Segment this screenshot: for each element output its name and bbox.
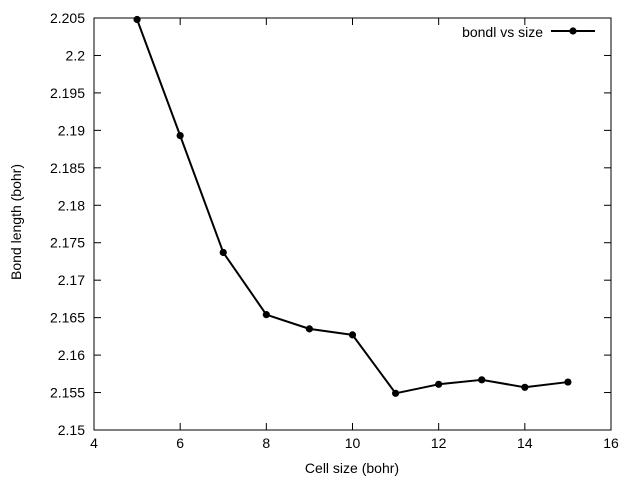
x-tick-label: 12 [431,435,447,451]
data-point [478,376,486,384]
y-tick-label: 2.205 [50,10,85,26]
data-point [133,15,141,24]
data-point [564,378,572,386]
y-axis-title: Bond length (bohr) [8,164,24,280]
legend-marker [569,27,577,35]
axis-ticks: 4 6 8 10 12 14 16 2.15 2.155 2.16 2.165 2.17 2.175 2.… [50,10,619,451]
y-tick-label: 2.16 [58,347,85,363]
x-tick-label: 4 [90,435,98,451]
x-tick-label: 8 [262,435,270,451]
data-point [348,331,357,339]
y-tick-label: 2.195 [50,85,85,101]
data-point [521,383,529,391]
y-tick-label: 2.175 [50,235,85,251]
y-tick-label: 2.2 [66,47,86,63]
data-point [219,248,227,257]
x-tick-label: 10 [345,435,361,451]
y-tick-label: 2.15 [58,422,85,438]
data-point [305,325,314,333]
data-point [262,311,270,319]
x-tick-label: 14 [517,435,533,451]
y-tick-label: 2.165 [50,310,85,326]
y-tick-label: 2.185 [50,160,85,176]
plot-frame [93,17,612,431]
x-tick-label: 6 [176,435,184,451]
legend-label: bondl vs size [462,24,543,40]
x-tick-label: 16 [603,435,619,451]
series-layer [133,15,572,397]
data-point [391,389,400,397]
y-tick-label: 2.155 [50,385,85,401]
data-point [176,132,184,140]
legend: bondl vs size [462,24,595,40]
y-tick-label: 2.18 [58,197,85,213]
data-point [435,380,443,388]
y-tick-label: 2.19 [58,122,85,138]
y-tick-label: 2.17 [58,272,85,288]
x-axis-title: Cell size (bohr) [305,460,399,476]
